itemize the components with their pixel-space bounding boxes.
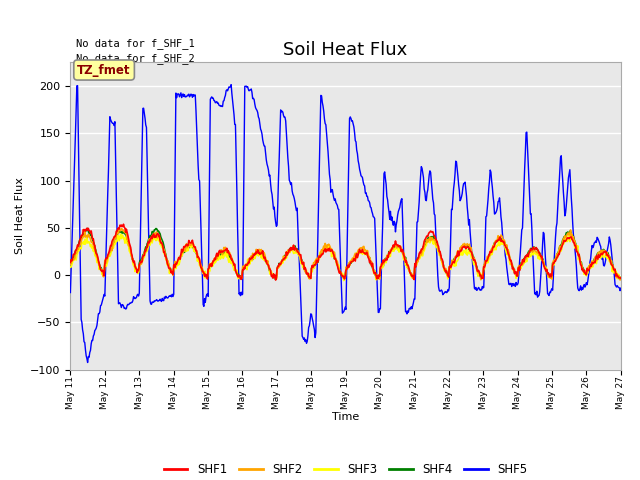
Text: No data for f_SHF_1: No data for f_SHF_1 xyxy=(76,38,195,49)
Title: Soil Heat Flux: Soil Heat Flux xyxy=(284,41,408,60)
Text: TZ_fmet: TZ_fmet xyxy=(77,63,131,76)
Legend: SHF1, SHF2, SHF3, SHF4, SHF5: SHF1, SHF2, SHF3, SHF4, SHF5 xyxy=(159,458,532,480)
Y-axis label: Soil Heat Flux: Soil Heat Flux xyxy=(15,178,25,254)
Text: No data for f_SHF_2: No data for f_SHF_2 xyxy=(76,53,195,64)
X-axis label: Time: Time xyxy=(332,412,359,421)
